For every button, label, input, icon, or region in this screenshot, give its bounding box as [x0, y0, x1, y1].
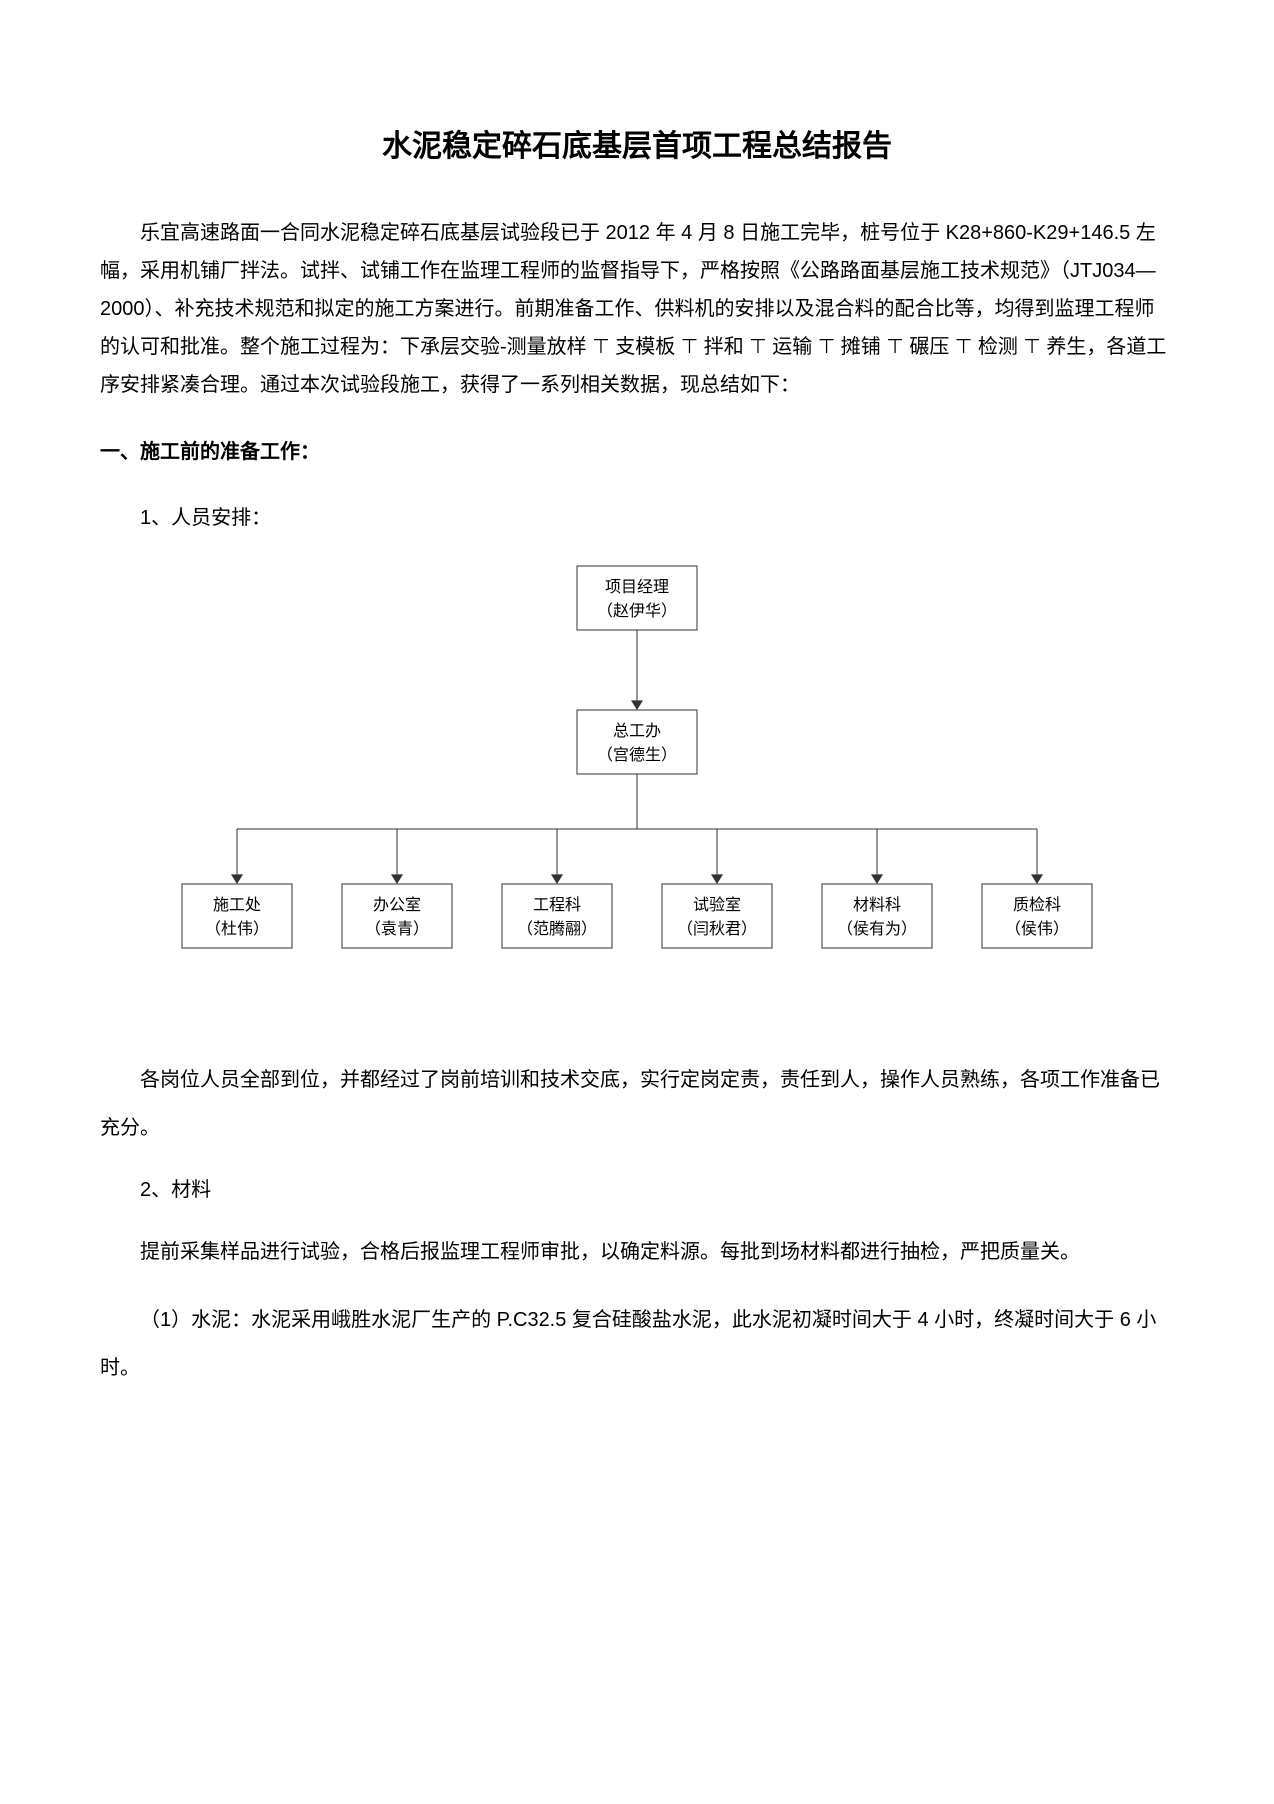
svg-text:（赵伊华）: （赵伊华） [597, 602, 677, 620]
svg-text:试验室: 试验室 [693, 896, 741, 914]
section-1-heading: 一、施工前的准备工作： [100, 434, 1174, 470]
subsection-1-heading: 1、人员安排： [100, 500, 1174, 536]
svg-text:（宫德生）: （宫德生） [597, 746, 677, 764]
svg-text:办公室: 办公室 [373, 896, 421, 914]
org-node-mid: 总工办 （宫德生） [577, 710, 697, 774]
subsection-2-text: 提前采集样品进行试验，合格后报监理工程师审批，以确定料源。每批到场材料都进行抽检… [100, 1228, 1174, 1276]
svg-text:（范腾翮）: （范腾翮） [517, 920, 597, 938]
svg-text:（杜伟）: （杜伟） [205, 920, 269, 938]
org-chart: 项目经理 （赵伊华） 总工办 （宫德生） 施工处 （杜伟） 办公室 （袁青） 工程科 （范腾翮） 试… [100, 556, 1174, 1026]
page-title: 水泥稳定碎石底基层首项工程总结报告 [100, 120, 1174, 174]
subsection-2-item-1: （1）水泥：水泥采用峨胜水泥厂生产的 P.C32.5 复合硅酸盐水泥，此水泥初凝… [100, 1296, 1174, 1392]
svg-text:材料科: 材料科 [853, 896, 901, 914]
svg-text:项目经理: 项目经理 [605, 578, 669, 596]
org-chart-svg: 项目经理 （赵伊华） 总工办 （宫德生） 施工处 （杜伟） 办公室 （袁青） 工程科 （范腾翮） 试… [137, 556, 1137, 1026]
org-node-leaf: 试验室 （闫秋君） [662, 884, 772, 948]
svg-text:（闫秋君）: （闫秋君） [677, 920, 757, 938]
subsection-2-heading: 2、材料 [100, 1172, 1174, 1208]
svg-text:（袁青）: （袁青） [365, 920, 429, 938]
svg-text:质检科: 质检科 [1013, 896, 1061, 914]
svg-text:施工处: 施工处 [213, 896, 261, 914]
subsection-1-text: 各岗位人员全部到位，并都经过了岗前培训和技术交底，实行定岗定责，责任到人，操作人… [100, 1056, 1174, 1152]
org-node-leaf: 质检科 （侯伟） [982, 884, 1092, 948]
intro-paragraph: 乐宜高速路面一合同水泥稳定碎石底基层试验段已于 2012 年 4 月 8 日施工… [100, 214, 1174, 404]
svg-text:工程科: 工程科 [533, 896, 581, 914]
svg-text:总工办: 总工办 [613, 722, 661, 740]
org-node-leaf: 材料科 （侯有为） [822, 884, 932, 948]
org-node-root: 项目经理 （赵伊华） [577, 566, 697, 630]
org-node-leaf: 施工处 （杜伟） [182, 884, 292, 948]
org-node-leaf: 办公室 （袁青） [342, 884, 452, 948]
svg-text:（侯有为）: （侯有为） [837, 920, 917, 938]
svg-text:（侯伟）: （侯伟） [1005, 920, 1069, 938]
org-node-leaf: 工程科 （范腾翮） [502, 884, 612, 948]
